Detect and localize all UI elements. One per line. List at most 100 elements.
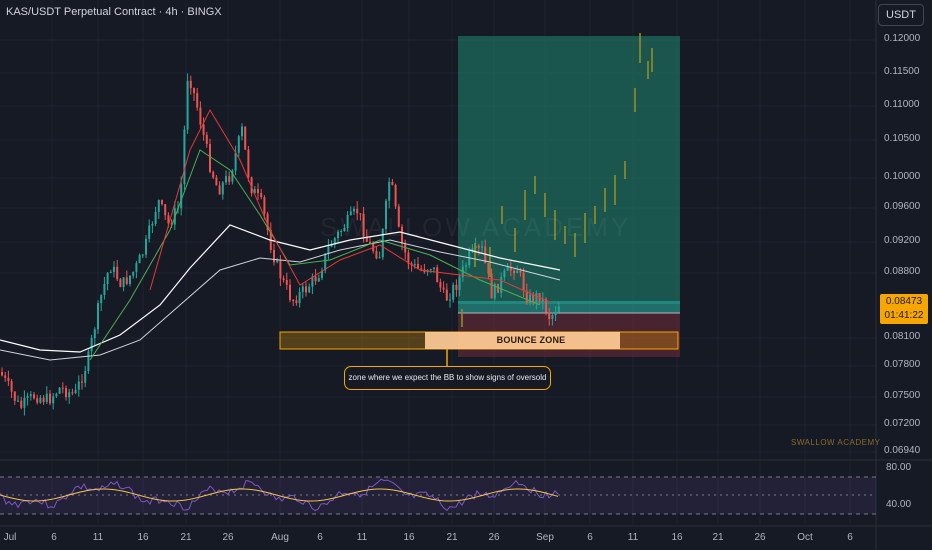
moving-average-line [149,108,551,303]
candle-body [167,215,170,224]
candle-body [308,286,311,293]
rsi-indicator [0,478,559,512]
candle-body [439,282,442,288]
candle-body [305,286,307,293]
candle-body [429,269,432,271]
time-tick: Oct [797,532,813,543]
candle-body [385,200,387,230]
candle-body [327,246,330,254]
candle-body [52,396,55,404]
candle-body [490,273,493,299]
candle-body [103,283,106,295]
candle-body [154,211,157,225]
candle-body [183,129,186,185]
candle-body [394,184,397,207]
price-tick: 0.10500 [884,133,921,144]
candle-body [17,400,19,402]
time-tick: 21 [446,532,458,543]
target-zone-base [458,301,680,313]
candle-body [436,267,439,283]
candle-body [221,182,224,195]
candle-body [311,276,314,287]
candle-body [106,272,109,284]
candle-body [529,294,531,304]
time-tick: 11 [92,532,104,543]
candle-body [375,251,378,259]
candle-body [74,389,77,394]
candle-body [522,272,525,291]
candle-body [65,388,67,398]
candle-body [449,299,451,301]
candle-body [132,271,135,276]
candle-body [506,266,509,271]
candle-body [282,278,285,281]
candle-body [378,257,381,259]
candle-body [125,277,128,285]
candle-body [209,144,211,172]
candle-body [477,245,480,248]
currency-button[interactable]: USDT [878,4,924,26]
candle-body [340,231,343,233]
candle-body [212,171,215,178]
candle-body [199,107,202,125]
candle-body [433,267,435,270]
candle-body [97,303,99,330]
target-zone[interactable] [458,36,680,304]
candle-body [23,397,26,408]
candle-body [257,189,259,194]
candle-body [356,208,359,214]
time-tick: 6 [847,532,853,543]
candle-body [557,306,560,313]
rsi-tick: 80.00 [886,462,912,473]
candle-body [1,372,3,376]
candle-body [71,392,74,394]
grid [0,0,876,525]
time-tick: 11 [356,532,368,543]
current-price: 0.08473 [885,296,923,307]
candle-body [493,283,496,299]
candle-body [81,381,83,383]
price-tick: 0.12000 [884,33,921,44]
candle-body [314,276,317,282]
candle-body [266,213,269,231]
candle-body [148,225,151,239]
candle-body [84,371,87,383]
candle-body [157,200,160,212]
candle-body [388,181,391,201]
candle-body [116,266,119,280]
candle-body [218,185,221,195]
candle-body [215,177,218,186]
candle-body [61,387,64,389]
time-tick: 16 [137,532,149,543]
candle-body [513,270,515,274]
candle-body [301,286,304,292]
candle-body [45,393,48,403]
candle-body [122,277,125,287]
candle-body [7,377,10,382]
candle-body [164,204,167,216]
price-tick: 0.07200 [884,418,921,429]
time-tick: 6 [51,532,57,543]
candle-body [279,259,282,279]
candle-body [202,124,205,135]
candle-body [33,394,35,399]
current-price-badge: 0.08473 01:41:22 [880,294,928,324]
candle-body [93,329,96,339]
candle-body [487,262,490,274]
candle-body [225,176,227,183]
rsi-tick: 40.00 [886,499,912,510]
candle-body [273,250,275,263]
callout-note[interactable]: zone where we expect the BB to show sign… [344,366,551,390]
candle-body [138,254,141,264]
candle-body [535,292,538,302]
candle-body [228,176,231,182]
candle-body [333,238,336,245]
candle-body [292,300,295,302]
candle-body [551,315,554,320]
candle-body [151,224,154,226]
candle-body [113,266,115,272]
candle-body [509,266,512,271]
candle-body [4,375,7,378]
candle-body [10,381,13,392]
